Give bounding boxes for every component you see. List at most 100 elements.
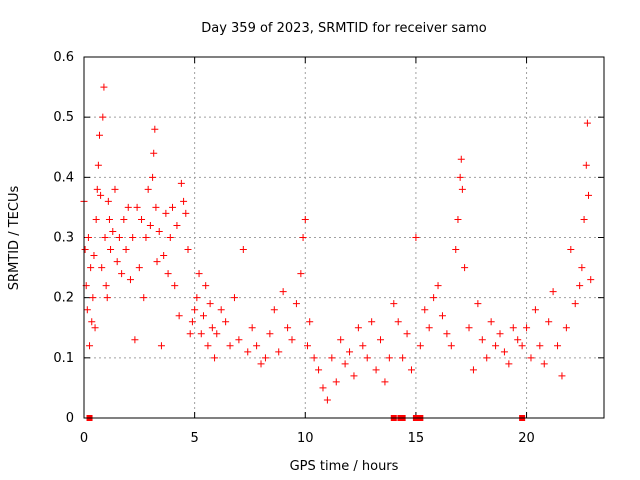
- data-point: [135, 264, 143, 272]
- data-point: [350, 372, 358, 380]
- data-point: [146, 221, 154, 229]
- data-point: [319, 384, 327, 392]
- x-axis-label: GPS time / hours: [290, 459, 399, 474]
- data-point: [213, 330, 221, 338]
- data-point: [217, 306, 225, 314]
- data-point: [452, 246, 460, 254]
- data-point: [191, 306, 199, 314]
- data-point: [416, 342, 424, 350]
- data-point: [531, 306, 539, 314]
- data-point: [443, 330, 451, 338]
- data-point: [230, 294, 238, 302]
- data-point: [124, 203, 132, 211]
- data-point: [177, 179, 185, 187]
- data-point: [545, 318, 553, 326]
- data-point: [363, 354, 371, 362]
- y-tick-label: 0.3: [53, 231, 74, 246]
- data-point: [104, 197, 112, 205]
- y-tick-label: 0.1: [53, 351, 74, 366]
- y-tick-label: 0.6: [53, 50, 74, 65]
- data-point: [407, 366, 415, 374]
- data-point: [306, 318, 314, 326]
- data-point: [109, 227, 117, 235]
- data-point: [166, 234, 174, 241]
- data-point: [518, 342, 526, 350]
- data-point: [385, 354, 393, 362]
- data-point: [160, 252, 168, 260]
- data-point: [578, 264, 586, 272]
- data-point: [328, 354, 336, 362]
- data-point: [372, 366, 380, 374]
- data-point: [292, 300, 300, 308]
- data-point: [279, 288, 287, 296]
- data-point: [93, 185, 101, 193]
- data-point: [199, 312, 207, 320]
- data-point: [184, 246, 192, 254]
- data-point: [193, 294, 201, 302]
- data-point: [102, 282, 110, 290]
- data-point: [202, 282, 210, 290]
- data-point: [571, 300, 579, 308]
- data-point: [332, 378, 340, 386]
- data-point: [270, 306, 278, 314]
- data-point: [580, 215, 588, 223]
- data-point: [536, 342, 544, 350]
- data-point: [447, 342, 455, 350]
- data-point: [92, 215, 100, 223]
- data-point: [403, 330, 411, 338]
- data-point: [492, 342, 500, 350]
- data-point: [138, 215, 146, 223]
- data-point: [587, 276, 595, 284]
- data-point: [514, 336, 522, 344]
- data-point: [301, 215, 309, 223]
- data-point: [483, 354, 491, 362]
- data-point: [457, 155, 465, 163]
- data-point: [152, 203, 160, 211]
- data-point: [346, 348, 354, 356]
- data-point: [567, 246, 575, 254]
- data-point: [164, 270, 172, 278]
- data-point: [430, 294, 438, 302]
- data-point: [474, 300, 482, 308]
- plot-frame: [83, 56, 605, 419]
- grid-lines: [84, 57, 604, 418]
- data-point: [299, 234, 307, 241]
- data-point: [204, 342, 212, 350]
- x-tick-label: 15: [408, 431, 425, 446]
- data-point: [275, 348, 283, 356]
- data-point: [454, 215, 462, 223]
- data-point: [496, 330, 504, 338]
- data-point: [509, 324, 517, 332]
- data-point: [377, 336, 385, 344]
- data-point: [144, 185, 152, 193]
- data-point: [540, 360, 548, 368]
- data-points: [80, 83, 595, 404]
- data-point: [95, 131, 103, 139]
- chart-title: Day 359 of 2023, SRMTID for receiver sam…: [201, 21, 487, 36]
- data-point: [88, 318, 96, 326]
- data-point: [461, 264, 469, 272]
- data-point: [140, 294, 148, 302]
- data-point: [261, 354, 269, 362]
- data-point: [150, 149, 158, 157]
- data-point: [341, 360, 349, 368]
- data-point: [89, 294, 97, 302]
- data-point: [434, 282, 442, 290]
- data-point: [394, 318, 402, 326]
- data-point: [425, 324, 433, 332]
- data-point: [103, 294, 111, 302]
- data-point: [188, 318, 196, 326]
- data-point: [458, 185, 466, 193]
- data-point: [310, 354, 318, 362]
- data-point: [186, 330, 194, 338]
- data-point: [83, 306, 91, 314]
- data-point: [90, 252, 98, 260]
- data-point: [399, 354, 407, 362]
- data-point: [180, 197, 188, 205]
- data-point: [583, 119, 591, 127]
- x-tick-label: 0: [80, 431, 88, 446]
- data-point: [381, 378, 389, 386]
- data-point: [107, 246, 115, 254]
- data-point: [91, 324, 99, 332]
